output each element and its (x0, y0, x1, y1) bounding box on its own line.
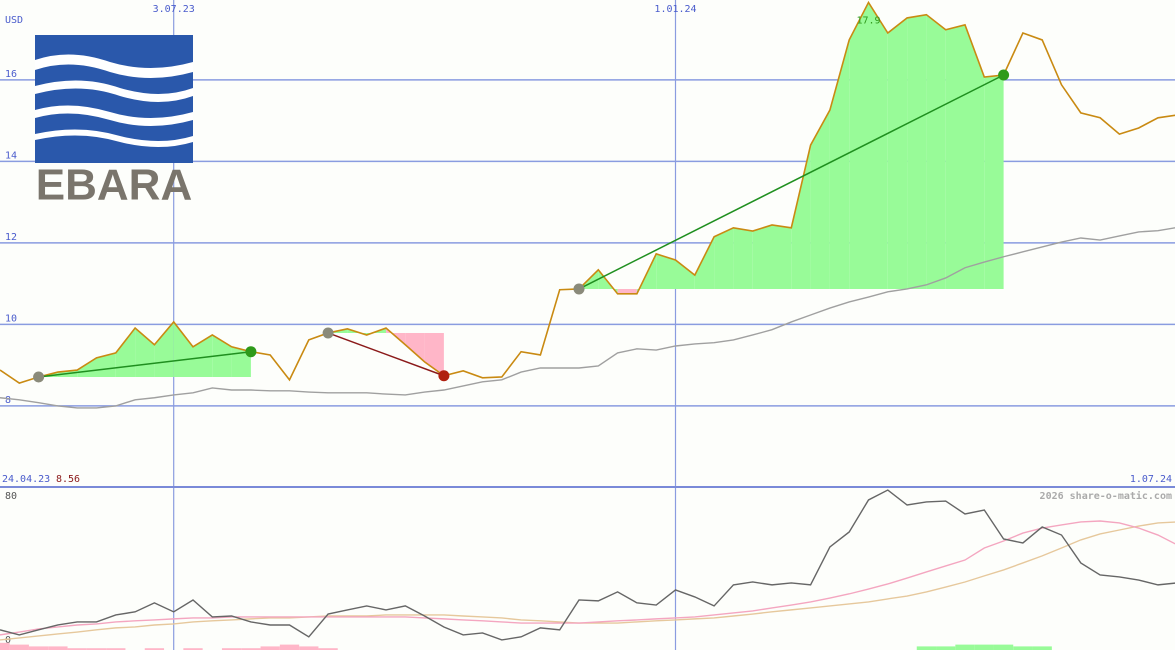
oscillator-line (0, 520, 1175, 636)
trade-fill (849, 2, 869, 289)
trade-exit (998, 69, 1010, 81)
histogram-bar (9, 644, 29, 650)
trade-line (578, 74, 1004, 290)
y-tick-label: 10 (5, 313, 17, 324)
low-label: 8.56 (56, 474, 80, 485)
trade-fill (96, 352, 116, 377)
trade-fill (212, 334, 232, 377)
trade-fill (810, 110, 830, 289)
histogram-bar (993, 644, 1014, 650)
histogram-bar (221, 648, 242, 650)
histogram-bar (67, 648, 87, 650)
trade-line (38, 350, 251, 378)
trade-fill (965, 24, 985, 289)
histogram-bar (974, 644, 994, 650)
logo-wave (35, 54, 193, 78)
trade-fill (829, 39, 850, 289)
histogram-bar (183, 648, 203, 650)
oscillator-line (0, 489, 1175, 641)
logo-wave (35, 129, 193, 147)
trade-fill (752, 224, 772, 289)
histogram-bar (1013, 646, 1033, 650)
trade-fill (694, 236, 715, 289)
trade-fill (733, 227, 753, 289)
high-label: 17.9 (856, 15, 880, 26)
y-tick-label: 80 (5, 491, 17, 502)
axis-label: USD (5, 15, 23, 26)
trade-fill (173, 321, 193, 377)
x-tick-label: 24.04.23 (2, 474, 50, 485)
trade-fill (115, 328, 136, 377)
trade-fill (791, 145, 811, 289)
histogram-bar (0, 642, 10, 650)
histogram-bar (86, 648, 107, 650)
trade-fill (617, 288, 637, 294)
trade-exit (438, 370, 450, 382)
y-tick-label: 8 (5, 395, 11, 406)
trade-fill (984, 74, 1004, 289)
histogram-bar (241, 648, 261, 650)
x-tick-label: 3.07.23 (153, 4, 195, 15)
trade-entry (33, 371, 45, 383)
trade-fill (386, 328, 406, 345)
logo-wave (35, 80, 193, 102)
logo-wave (35, 105, 193, 126)
y-tick-label: 14 (5, 150, 17, 161)
histogram-bar (1032, 646, 1052, 650)
trade-fill (231, 346, 251, 377)
trade-fill (887, 17, 908, 289)
histogram-bar (106, 648, 126, 650)
trade-fill (907, 14, 927, 289)
y-tick-label: 12 (5, 232, 17, 243)
histogram-bar (916, 646, 937, 650)
histogram-bar (299, 646, 319, 650)
trade-fill (772, 224, 792, 289)
trade-fill (656, 253, 676, 289)
trade-line (327, 332, 445, 377)
watermark: 2026 share-o-matic.com (1040, 490, 1172, 502)
histogram-bar (955, 644, 975, 650)
histogram-bar (936, 646, 956, 650)
price-line (0, 227, 1175, 409)
trade-fill (945, 24, 965, 289)
trade-fill (926, 14, 946, 289)
logo: EBARA (35, 35, 193, 210)
y-tick-label: 16 (5, 69, 17, 80)
trade-fill (405, 332, 425, 362)
trade-fill (675, 260, 695, 289)
logo-text: EBARA (36, 161, 192, 210)
x-tick-label: 1.07.24 (1130, 474, 1172, 485)
histogram-bar (318, 648, 338, 650)
histogram-bar (28, 646, 49, 650)
histogram-bar (279, 644, 300, 650)
trade-entry (573, 283, 585, 295)
trade-exit (245, 346, 257, 358)
trade-fill (193, 334, 213, 377)
trade-entry (322, 327, 334, 339)
x-tick-label: 1.01.24 (654, 4, 696, 15)
trade-fill (714, 227, 734, 289)
price-line (0, 0, 1175, 384)
y-tick-label: 0 (5, 635, 11, 646)
trade-fill (868, 2, 888, 289)
histogram-bar (260, 646, 280, 650)
histogram-bar (48, 646, 68, 650)
histogram-bar (144, 648, 165, 650)
